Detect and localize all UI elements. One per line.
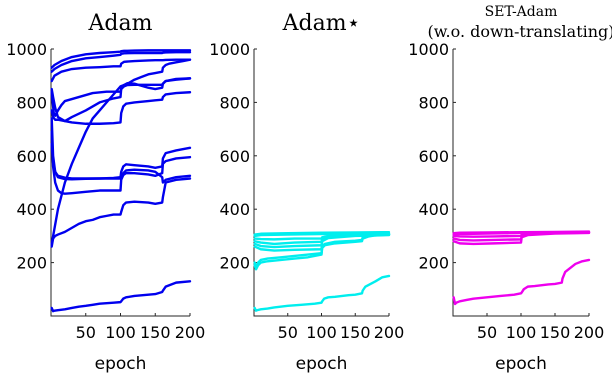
series-line [253, 274, 391, 312]
y-tick-label: 400 [16, 200, 47, 219]
x-axis-label: epoch [495, 354, 547, 374]
x-tick-label: 50 [477, 323, 497, 342]
y-tick-label: 1000 [209, 40, 250, 59]
x-tick-label: 50 [278, 323, 298, 342]
series-line [50, 91, 192, 125]
series-line [50, 130, 192, 195]
series-line [50, 49, 192, 69]
y-tick-label: 400 [219, 200, 250, 219]
chart-title: Adam [88, 11, 153, 36]
y-tick-label: 200 [219, 254, 250, 273]
series-line [253, 233, 391, 271]
y-tick-label: 200 [418, 254, 449, 273]
x-tick-label: 150 [140, 323, 171, 342]
axis-frame [452, 49, 589, 317]
x-tick-label: 100 [306, 323, 337, 342]
y-tick-label: 1000 [408, 40, 449, 59]
chart-subtitle: (w.o. down-translating) [427, 22, 612, 41]
y-tick-label: 600 [16, 147, 47, 166]
x-axis-label: epoch [296, 354, 348, 374]
series-line [50, 142, 192, 184]
chart-title: SET-Adam [485, 4, 558, 20]
y-tick-label: 600 [418, 147, 449, 166]
series-line [50, 51, 192, 73]
x-tick-label: 150 [340, 323, 371, 342]
y-tick-label: 800 [16, 93, 47, 112]
axis-frame [253, 49, 389, 317]
series-line [50, 58, 192, 246]
x-tick-label: 200 [175, 323, 206, 342]
y-tick-label: 200 [16, 254, 47, 273]
series-line [452, 231, 591, 246]
x-tick-label: 200 [574, 323, 605, 342]
series-line [253, 230, 391, 236]
series-line [50, 58, 192, 83]
y-tick-label: 800 [418, 93, 449, 112]
y-tick-label: 400 [418, 200, 449, 219]
series-line [452, 258, 591, 306]
x-tick-label: 100 [105, 323, 136, 342]
x-tick-label: 100 [506, 323, 537, 342]
chart-title: Adam⋆ [282, 11, 361, 36]
x-tick-label: 50 [76, 323, 96, 342]
series-line [50, 280, 192, 313]
x-tick-label: 200 [374, 323, 405, 342]
y-tick-label: 800 [219, 93, 250, 112]
x-axis-label: epoch [95, 354, 147, 374]
x-tick-label: 150 [540, 323, 571, 342]
y-tick-label: 1000 [6, 40, 47, 59]
series-line [50, 117, 192, 181]
series-line [50, 177, 192, 248]
y-tick-label: 600 [219, 147, 250, 166]
